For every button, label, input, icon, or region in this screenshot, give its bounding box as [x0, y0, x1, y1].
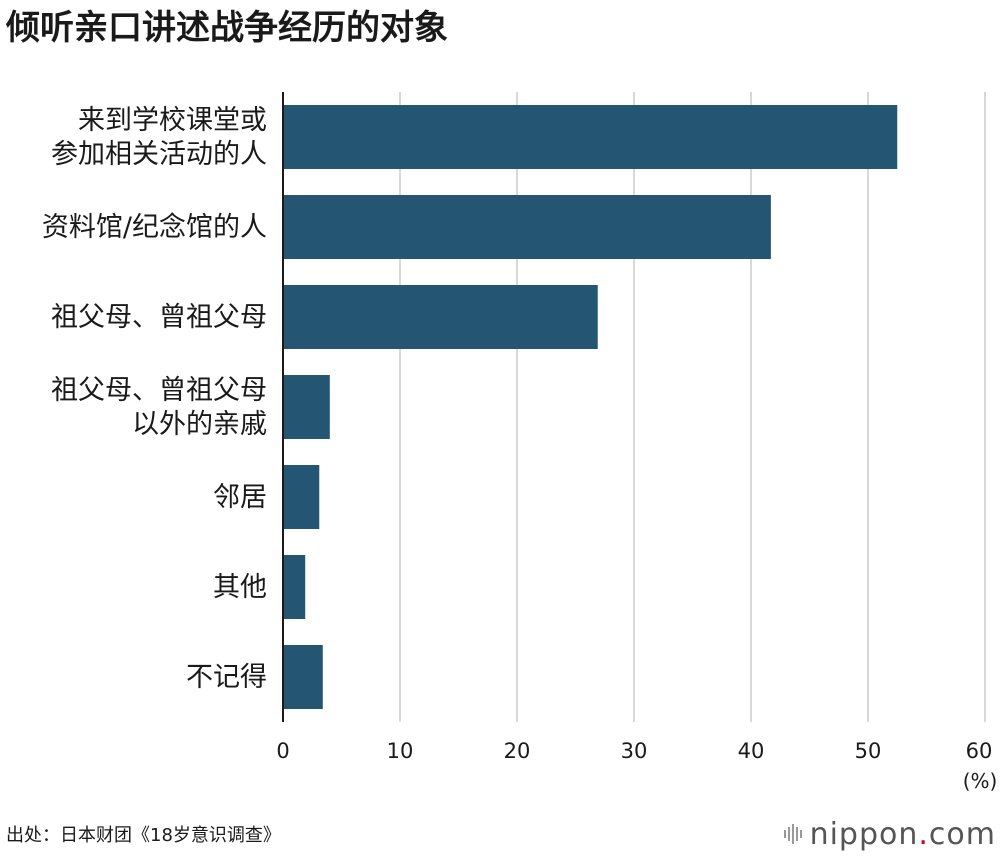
x-tick-labels: 0 10 20 30 40 50 60: [276, 739, 992, 763]
x-tick-label: 0: [276, 739, 289, 763]
soundwave-icon: [783, 824, 804, 844]
x-tick-label: 40: [738, 739, 765, 763]
category-label: 祖父母、曾祖父母: [51, 302, 267, 333]
x-tick-label: 30: [621, 739, 648, 763]
category-labels: 来到学校课堂或参加相关活动的人资料馆/纪念馆的人祖父母、曾祖父母祖父母、曾祖父母…: [42, 105, 267, 693]
grid-lines: [399, 92, 986, 722]
bars: [283, 105, 898, 709]
category-label: 其他: [213, 572, 267, 603]
x-tick-label: 60: [966, 739, 993, 763]
x-unit-label: (%): [963, 769, 998, 793]
category-label: 来到学校课堂或: [78, 105, 267, 136]
chart-title: 倾听亲口讲述战争经历的对象: [6, 8, 448, 48]
bar: [283, 465, 320, 529]
bar: [283, 375, 330, 439]
category-label: 参加相关活动的人: [51, 139, 267, 170]
bar: [283, 285, 598, 349]
bar: [283, 195, 771, 259]
x-tick-label: 20: [504, 739, 531, 763]
x-tick-label: 10: [387, 739, 414, 763]
brand-logo[interactable]: nippon.com: [783, 816, 996, 852]
bar: [283, 555, 306, 619]
brand-name: nippon.com: [809, 816, 996, 852]
bar: [283, 105, 898, 169]
category-label: 邻居: [213, 482, 267, 513]
source-note: 出处：日本财团《18岁意识调查》: [6, 825, 281, 846]
category-label: 不记得: [186, 662, 267, 693]
category-label: 资料馆/纪念馆的人: [42, 212, 267, 243]
x-tick-label: 50: [855, 739, 882, 763]
category-label: 祖父母、曾祖父母: [51, 375, 267, 406]
bar: [283, 645, 323, 709]
category-label: 以外的亲戚: [132, 409, 267, 440]
